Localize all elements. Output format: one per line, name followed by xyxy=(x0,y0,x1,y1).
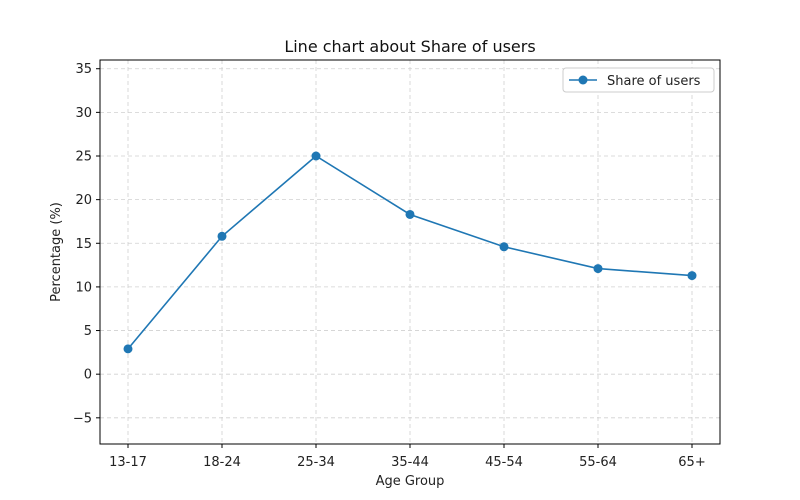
chart-title: Line chart about Share of users xyxy=(284,37,535,56)
data-point xyxy=(217,231,227,241)
y-tick-label: 10 xyxy=(75,280,92,295)
data-series xyxy=(123,151,697,354)
x-tick-label: 35-44 xyxy=(391,455,429,470)
x-tick-label: 65+ xyxy=(678,455,705,470)
y-tick-label: −5 xyxy=(73,411,92,426)
y-axis-ticks: −5 0 5 10 15 20 25 30 35 xyxy=(73,62,100,426)
y-axis-label: Percentage (%) xyxy=(49,202,64,302)
x-tick-label: 25-34 xyxy=(297,455,335,470)
y-tick-label: 15 xyxy=(75,237,92,252)
y-tick-label: 25 xyxy=(75,150,92,165)
legend-box xyxy=(562,67,715,93)
data-point xyxy=(405,209,415,219)
y-tick-label: 20 xyxy=(75,193,92,208)
y-tick-label: 30 xyxy=(75,106,92,121)
plot-frame xyxy=(99,59,721,445)
legend-marker xyxy=(578,75,588,85)
legend-entry-share-of-users: Share of users xyxy=(607,74,701,89)
x-axis-label: Age Group xyxy=(376,474,445,489)
grid-lines xyxy=(100,60,720,444)
y-tick-label: 35 xyxy=(75,62,92,77)
data-point xyxy=(687,271,697,281)
y-tick-label: 5 xyxy=(84,324,92,339)
x-tick-label: 55-64 xyxy=(579,455,617,470)
x-tick-label: 18-24 xyxy=(203,455,241,470)
x-tick-label: 13-17 xyxy=(109,455,147,470)
data-point xyxy=(499,242,509,252)
x-axis-ticks: 13-17 18-24 25-34 35-44 45-54 55-64 65+ xyxy=(109,444,706,470)
data-point xyxy=(311,151,321,161)
y-tick-label: 0 xyxy=(84,368,92,383)
legend: Share of users xyxy=(562,67,715,93)
x-tick-label: 45-54 xyxy=(485,455,523,470)
data-point xyxy=(123,344,133,354)
data-point xyxy=(593,264,603,274)
